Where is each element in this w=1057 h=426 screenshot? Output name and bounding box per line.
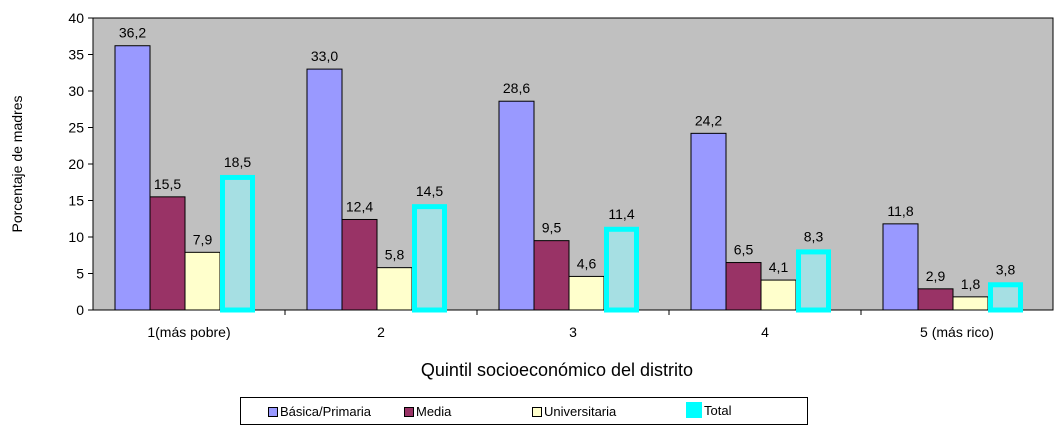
bar-universitaria [760, 279, 797, 311]
x-tick-label: 5 (más rico) [920, 324, 994, 340]
legend-swatch-universitaria [532, 406, 542, 417]
legend-label-media: Media [416, 404, 452, 419]
x-tick-label: 3 [569, 324, 577, 340]
legend-label-basica: Básica/Primaria [280, 404, 372, 419]
data-label: 11,4 [608, 206, 634, 222]
y-tick-label: 35 [68, 47, 84, 63]
y-tick-label: 5 [76, 266, 84, 282]
data-label: 3,8 [996, 261, 1016, 277]
bar-b-sica-primaria [690, 132, 727, 311]
bar-total [412, 204, 447, 313]
bar-universitaria [952, 296, 989, 311]
bar-chart: 36,2 15,5 7,9 18,5 33,0 12,4 5,8 14,5 28,6 9,5 4,6… [9, 10, 1054, 380]
data-label: 14,5 [416, 183, 443, 199]
bar-b-sica-primaria [306, 68, 343, 311]
bar-total [988, 282, 1023, 313]
x-tick-label: 4 [761, 324, 769, 340]
bar-universitaria [568, 275, 605, 311]
bar-media [725, 262, 762, 311]
y-axis-title: Porcentaje de madres [9, 96, 25, 233]
data-label: 7,9 [193, 231, 213, 247]
data-label: 18,5 [224, 154, 251, 170]
legend-item-universitaria: Universitaria [532, 404, 616, 419]
legend-label-total: Total [704, 402, 732, 418]
data-label: 1,8 [961, 276, 981, 292]
bar-total [220, 174, 255, 313]
y-tick-label: 10 [68, 229, 84, 245]
bar-b-sica-primaria [882, 223, 919, 311]
legend-item-basica: Básica/Primaria [268, 404, 371, 419]
x-tick-label: 1(más pobre) [147, 324, 230, 340]
data-label: 8,3 [804, 228, 824, 244]
data-label: 4,6 [577, 255, 597, 271]
data-label: 28,6 [503, 80, 530, 96]
x-tick-label: 2 [377, 324, 385, 340]
bar-media [341, 218, 378, 311]
legend-item-media: Media [404, 404, 451, 419]
bar-universitaria [376, 267, 413, 311]
data-label: 33,0 [311, 48, 338, 64]
bar-total [604, 226, 639, 313]
data-label: 6,5 [734, 242, 754, 258]
y-tick-label: 40 [68, 10, 84, 26]
data-label: 9,5 [542, 220, 562, 236]
x-axis-title: Quintil socioeconómico del distrito [421, 360, 693, 380]
bar-media [917, 288, 954, 311]
legend-swatch-basica [268, 406, 278, 417]
y-tick-label: 20 [68, 156, 84, 172]
bars-group: 36,2 15,5 7,9 18,5 33,0 12,4 5,8 14,5 28,6 9,5 4,6… [114, 25, 1023, 313]
data-label: 11,8 [887, 203, 913, 219]
bar-media [533, 240, 570, 311]
data-label: 4,1 [769, 259, 789, 275]
legend-label-universitaria: Universitaria [544, 404, 617, 419]
y-tick-label: 15 [68, 193, 84, 209]
legend-item-total: Total [686, 402, 731, 418]
y-tick-label: 30 [68, 83, 84, 99]
data-label: 24,2 [695, 112, 722, 128]
y-tick-label: 25 [68, 120, 84, 136]
legend-swatch-total [686, 402, 702, 418]
bar-b-sica-primaria [498, 100, 535, 311]
legend: Básica/Primaria Media Universitaria Tota… [240, 397, 808, 425]
bar-universitaria [184, 251, 221, 311]
data-label: 2,9 [926, 268, 946, 284]
y-ticks-group: 0 5 10 15 20 25 30 35 40 [68, 10, 93, 318]
legend-swatch-media [404, 406, 414, 417]
data-label: 12,4 [346, 198, 373, 214]
data-label: 36,2 [119, 25, 146, 41]
x-ticks-group: 1(más pobre) 2 3 4 5 (más rico) [147, 310, 994, 340]
bar-media [149, 196, 186, 311]
bar-b-sica-primaria [114, 45, 151, 311]
data-label: 5,8 [385, 247, 405, 263]
bar-total [796, 249, 831, 313]
data-label: 15,5 [154, 176, 181, 192]
y-tick-label: 0 [76, 302, 84, 318]
